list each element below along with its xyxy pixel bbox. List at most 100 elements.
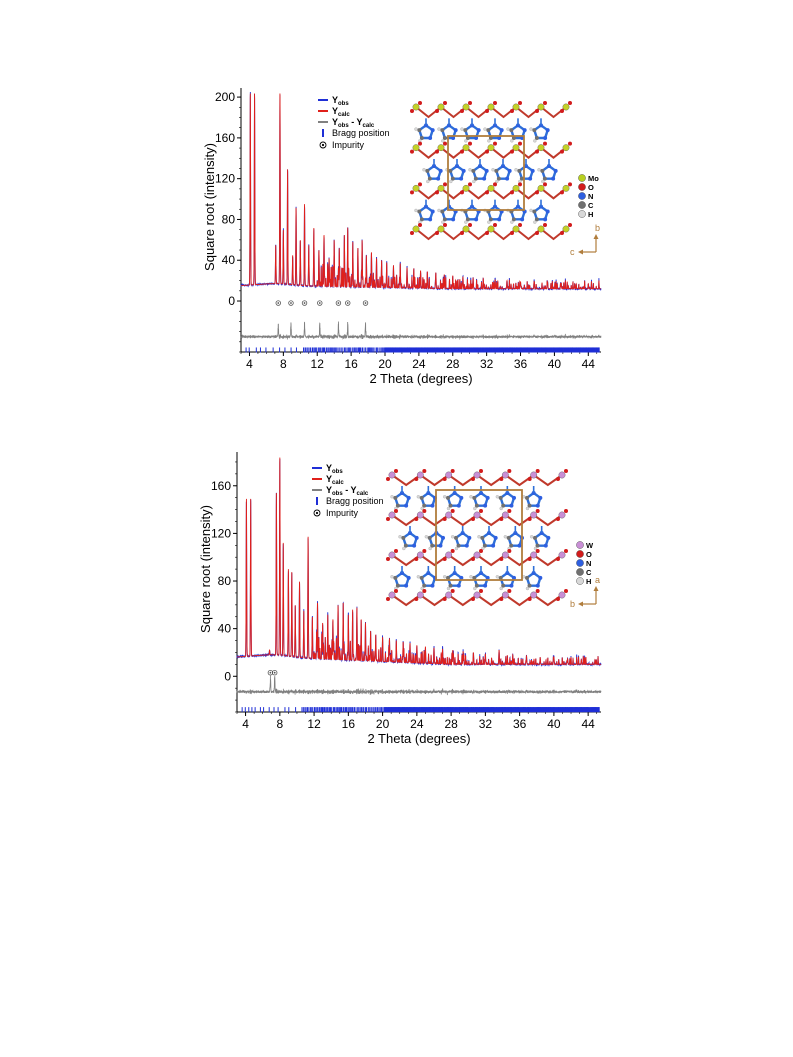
y-axis-title: Square root (intensity) xyxy=(202,143,217,271)
x-tick-label: 4 xyxy=(242,717,249,731)
oxygen-atom xyxy=(418,223,422,227)
ring-atom xyxy=(488,135,493,140)
crystal-axes: bc xyxy=(570,223,600,257)
ring-atom xyxy=(530,168,535,173)
x-axis-title: 2 Theta (degrees) xyxy=(369,371,472,386)
hydrogen-atom xyxy=(481,546,485,551)
ring-atom xyxy=(506,535,511,540)
hydrogen-atom xyxy=(514,168,518,172)
ring-atom xyxy=(474,135,479,140)
oxygen-atom xyxy=(510,190,514,195)
series-calculated-line xyxy=(241,93,601,291)
metal-atom xyxy=(537,184,545,192)
ring-atom xyxy=(456,543,461,548)
oxygen-atom xyxy=(485,190,489,195)
ring-atom xyxy=(497,217,502,222)
hydrogen-atom xyxy=(525,586,530,591)
oxygen-atom xyxy=(543,101,547,105)
metal-atom xyxy=(437,144,445,152)
ring-atom xyxy=(393,575,398,580)
oxygen-atom xyxy=(527,517,532,521)
hydrogen-atom xyxy=(506,127,510,131)
oxygen-atom xyxy=(518,223,522,227)
ring-atom xyxy=(535,583,540,588)
legend-label-bragg: Bragg position xyxy=(332,128,390,138)
oxygen-atom xyxy=(510,149,514,154)
impurity-marker-dot xyxy=(337,302,340,304)
ring-atom xyxy=(474,503,479,508)
hydrogen-atom xyxy=(533,220,537,224)
metal-atom xyxy=(462,103,470,111)
x-tick-label: 24 xyxy=(412,357,426,371)
ring-atom xyxy=(483,503,488,508)
hydrogen-atom xyxy=(541,179,545,184)
hydrogen-atom xyxy=(529,208,533,213)
hydrogen-atom xyxy=(390,495,394,499)
hydrogen-atom xyxy=(537,168,541,172)
hydrogen-atom xyxy=(472,179,476,184)
oxygen-atom xyxy=(535,109,539,113)
axis-arrowhead-side xyxy=(578,601,583,607)
oxygen-atom xyxy=(443,223,447,227)
x-tick-label: 16 xyxy=(342,717,356,731)
oxygen-atom xyxy=(493,223,497,227)
hydrogen-atom xyxy=(525,506,530,511)
hydrogen-atom xyxy=(454,546,459,551)
x-tick-label: 24 xyxy=(410,717,424,731)
oxygen-atom xyxy=(499,517,504,521)
metal-atom xyxy=(562,144,570,152)
oxygen-atom xyxy=(479,509,483,513)
x-tick-label: 12 xyxy=(307,717,321,731)
ring-atom xyxy=(419,217,424,222)
ring-atom xyxy=(430,583,435,588)
oxygen-atom xyxy=(418,141,422,146)
ring-atom xyxy=(540,168,545,173)
ring-atom xyxy=(417,209,422,214)
hydrogen-atom xyxy=(424,535,428,539)
oxygen-atom xyxy=(479,469,483,473)
oxygen-atom xyxy=(560,231,564,235)
ring-atom xyxy=(484,168,489,173)
oxygen-atom xyxy=(442,597,447,601)
legend-label-bragg: Bragg position xyxy=(326,496,384,506)
oxygen-atom xyxy=(568,182,572,187)
ring-atom xyxy=(543,217,548,222)
element-label: C xyxy=(588,201,594,210)
ring-atom xyxy=(438,168,443,173)
metal-atom xyxy=(412,225,420,233)
element-swatch xyxy=(576,550,584,558)
x-tick-label: 32 xyxy=(479,717,493,731)
oxygen-atom xyxy=(422,509,427,513)
oxygen-atom xyxy=(556,517,560,521)
x-tick-label: 36 xyxy=(513,717,527,731)
hydrogen-atom xyxy=(441,220,445,224)
axis-arrowhead-up xyxy=(593,234,599,239)
metal-atom xyxy=(537,225,545,233)
legend-label-calc: Ycalc xyxy=(326,474,344,486)
legend-label-impurity: Impurity xyxy=(332,140,365,150)
impurity-marker-dot xyxy=(303,302,306,304)
ring-atom xyxy=(459,575,464,580)
ring-atom xyxy=(428,217,433,222)
ring-atom xyxy=(527,503,532,508)
metal-atom xyxy=(487,184,495,192)
ring-atom xyxy=(471,168,476,173)
ring-atom xyxy=(403,543,408,548)
oxygen-atom xyxy=(394,509,398,513)
impurity-marker-dot xyxy=(273,671,276,674)
ring-atom xyxy=(493,535,498,540)
ring-atom xyxy=(430,209,435,214)
oxygen-atom xyxy=(479,549,483,553)
metal-atom xyxy=(487,144,495,152)
ring-atom xyxy=(404,503,409,508)
legend-swatch-impurity-dot xyxy=(315,511,319,515)
axis-arrowhead-up xyxy=(593,586,599,591)
ring-atom xyxy=(422,583,427,588)
element-label: O xyxy=(588,183,594,192)
ring-atom xyxy=(442,217,447,222)
legend-label-diff: Yobs - Ycalc xyxy=(332,117,375,129)
metal-atom xyxy=(558,511,566,519)
ring-atom xyxy=(474,217,479,222)
hydrogen-atom xyxy=(437,127,441,131)
